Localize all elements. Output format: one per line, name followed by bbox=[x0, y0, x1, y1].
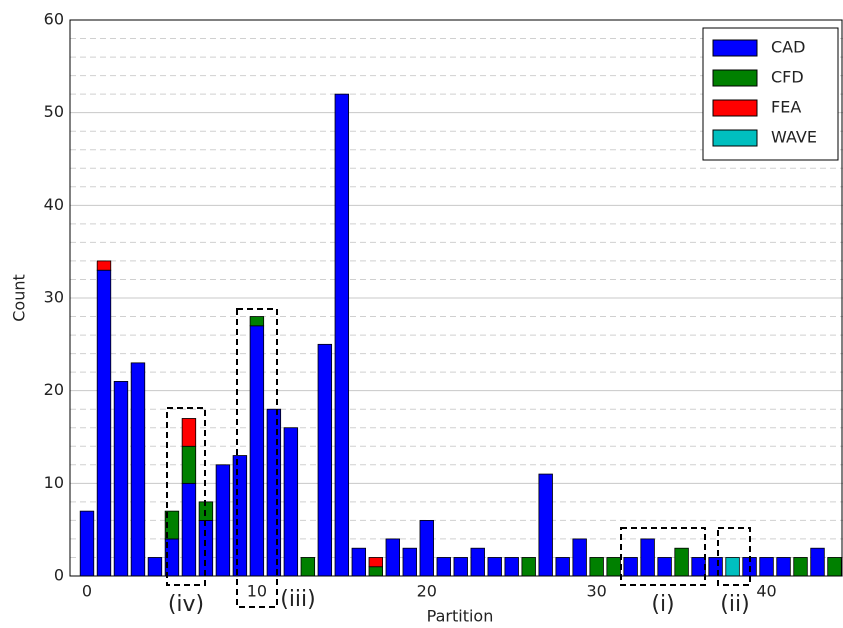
annotation-box bbox=[166, 407, 206, 586]
bar-segment bbox=[674, 547, 689, 577]
bar-segment bbox=[453, 557, 468, 577]
bar-segment bbox=[147, 557, 163, 577]
bar-segment bbox=[96, 269, 112, 577]
legend-swatch bbox=[712, 129, 758, 147]
bar-segment bbox=[606, 557, 621, 577]
x-tick-label: 20 bbox=[417, 582, 437, 601]
legend-swatch bbox=[712, 39, 758, 57]
x-tick-label: 0 bbox=[82, 582, 92, 601]
bar-segment bbox=[334, 93, 350, 577]
y-tick-label: 40 bbox=[44, 195, 64, 214]
bar-segment bbox=[470, 547, 485, 577]
annotation-box bbox=[620, 527, 706, 586]
x-axis-label: Partition bbox=[427, 607, 494, 626]
bar-segment bbox=[419, 520, 434, 577]
bar-segment bbox=[368, 557, 383, 568]
bar-segment bbox=[572, 538, 587, 577]
bar-segment bbox=[657, 557, 672, 577]
legend-swatch bbox=[712, 99, 758, 117]
bar-segment bbox=[691, 557, 706, 577]
bar-segment bbox=[725, 557, 740, 577]
bar-segment bbox=[538, 473, 553, 577]
annotation-label: (i) bbox=[651, 592, 674, 617]
bar-segment bbox=[164, 510, 180, 540]
bar-segment bbox=[810, 547, 825, 577]
bar-segment bbox=[402, 547, 417, 577]
x-tick-label: 10 bbox=[247, 582, 267, 601]
bar-segment bbox=[249, 325, 265, 577]
x-tick-label: 30 bbox=[586, 582, 606, 601]
x-tick-label: 40 bbox=[756, 582, 776, 601]
bar-segment bbox=[300, 557, 316, 577]
bar-segment bbox=[232, 455, 248, 577]
bar-segment bbox=[793, 557, 808, 577]
bar-segment bbox=[504, 557, 519, 577]
bar-segment bbox=[215, 464, 231, 577]
bar-segment bbox=[555, 557, 570, 577]
bar-segment bbox=[113, 380, 129, 577]
bar-segment bbox=[266, 408, 282, 577]
annotation-label: (iii) bbox=[280, 587, 316, 612]
legend-swatch bbox=[712, 69, 758, 87]
bar-segment bbox=[249, 316, 265, 327]
bar-segment bbox=[521, 557, 536, 577]
bar-segment bbox=[79, 510, 95, 577]
legend-label: CFD bbox=[771, 68, 804, 87]
bar-segment bbox=[283, 427, 299, 577]
bar-segment bbox=[623, 557, 638, 577]
bar-segment bbox=[759, 557, 774, 577]
bar-segment bbox=[487, 557, 502, 577]
legend-label: FEA bbox=[771, 98, 801, 117]
legend-label: WAVE bbox=[771, 128, 817, 147]
y-tick-label: 30 bbox=[44, 288, 64, 307]
bar-segment bbox=[708, 557, 723, 577]
annotation-box bbox=[236, 308, 278, 608]
y-axis-label: Count bbox=[10, 274, 29, 322]
y-tick-label: 0 bbox=[54, 566, 64, 585]
y-tick-label: 10 bbox=[44, 473, 64, 492]
bar-segment bbox=[351, 547, 367, 577]
bar-segment bbox=[198, 520, 214, 577]
bar-segment bbox=[181, 445, 197, 484]
bar-segment bbox=[181, 418, 197, 447]
bar-segment bbox=[96, 260, 112, 271]
plot-frame bbox=[69, 19, 843, 577]
bar-segment bbox=[776, 557, 791, 577]
bar-segment bbox=[827, 557, 842, 577]
y-tick-label: 60 bbox=[44, 10, 64, 29]
bar-segment bbox=[436, 557, 451, 577]
annotation-label: (iv) bbox=[168, 592, 204, 617]
annotation-label: (ii) bbox=[720, 592, 749, 617]
bar-segment bbox=[130, 362, 146, 577]
y-tick-label: 20 bbox=[44, 380, 64, 399]
bar-segment bbox=[368, 566, 383, 577]
bar-segment bbox=[317, 343, 333, 577]
y-tick-label: 50 bbox=[44, 102, 64, 121]
legend-label: CAD bbox=[771, 38, 805, 57]
bar-segment bbox=[640, 538, 655, 577]
bar-segment bbox=[589, 557, 604, 577]
annotation-box bbox=[717, 527, 751, 586]
bar-segment bbox=[385, 538, 400, 577]
bar-segment bbox=[181, 482, 197, 577]
